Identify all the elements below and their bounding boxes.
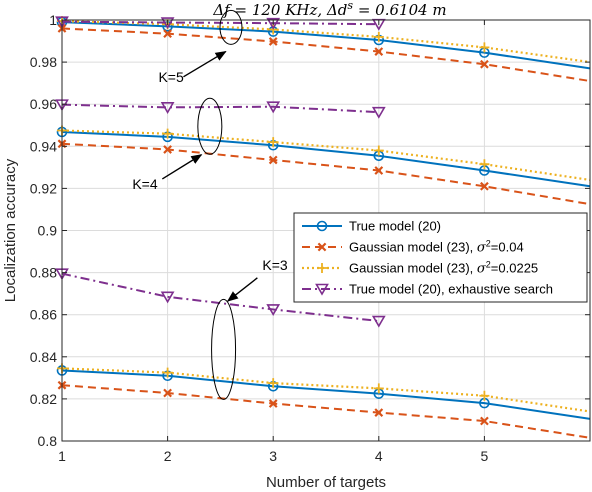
y-tick-label: 0.94	[30, 138, 57, 154]
annotation-arrow	[226, 277, 258, 302]
data-point	[268, 137, 279, 148]
data-point	[55, 16, 69, 29]
data-point	[268, 155, 278, 165]
y-tick-label: 0.9	[38, 223, 58, 239]
annotation: K=5	[158, 9, 243, 85]
data-point	[479, 42, 490, 53]
annotation: K=3	[211, 257, 288, 400]
x-tick-label: 4	[375, 448, 383, 464]
annotation-arrow	[161, 154, 203, 180]
data-point	[317, 242, 327, 252]
data-point	[160, 291, 175, 304]
series-line	[61, 272, 379, 323]
data-point	[163, 145, 172, 154]
series-line	[61, 21, 591, 70]
data-point	[371, 106, 386, 119]
x-tick-label: 5	[481, 448, 489, 464]
series-line	[61, 142, 591, 206]
legend-label: Gaussian model (23), σ2=0.04	[349, 239, 524, 256]
y-tick-label: 1	[49, 12, 57, 28]
annotation: K=4	[132, 97, 223, 192]
annotation-label: K=4	[132, 176, 158, 192]
data-point	[162, 128, 173, 139]
data-point	[373, 145, 384, 156]
annotation-ellipse	[197, 97, 223, 155]
data-point	[317, 263, 327, 273]
legend-label: True model (20)	[349, 219, 441, 234]
data-point	[479, 159, 490, 170]
axis-ticks: 1 2 3 4 5 0.8 0.82 0.84 0.86 0.88 0.9 0.92 0.94 0.96 0…	[30, 12, 590, 464]
data-point	[371, 315, 386, 328]
y-axis-label: Localization accuracy	[2, 158, 19, 302]
chart-title: Δf = 120 KHz, Δds = 0.6104 m	[212, 0, 446, 19]
legend-entry: True model (20)	[302, 219, 441, 234]
series-lines	[55, 16, 591, 439]
legend-label: Gaussian model (23), σ2=0.0225	[349, 260, 538, 277]
annotation-label: K=3	[262, 257, 288, 273]
series-line	[61, 369, 591, 420]
data-point	[374, 47, 384, 56]
series-line	[61, 367, 591, 413]
data-point	[266, 304, 281, 317]
x-tick-label: 2	[164, 448, 172, 464]
annotations: K=5 K=4 K=3	[132, 9, 288, 400]
legend-label: True model (20), exhaustive search	[349, 282, 553, 297]
data-point	[374, 166, 384, 175]
data-point	[316, 220, 328, 232]
data-point	[315, 283, 329, 296]
data-point	[160, 17, 175, 30]
data-point	[480, 416, 489, 426]
data-point	[373, 383, 384, 394]
data-point	[268, 378, 279, 389]
y-tick-label: 0.82	[30, 391, 57, 407]
data-point	[480, 59, 489, 69]
legend-entry: Gaussian model (23), σ2=0.04	[302, 239, 524, 256]
y-tick-label: 0.92	[30, 180, 57, 196]
x-axis-label: Number of targets	[266, 474, 386, 491]
series-line	[61, 27, 591, 83]
data-point	[374, 408, 384, 417]
y-tick-label: 0.98	[30, 54, 57, 70]
data-point	[163, 388, 172, 398]
annotation-ellipse	[219, 9, 243, 45]
annotation-ellipse	[211, 298, 237, 400]
series-line	[61, 129, 591, 182]
data-point	[373, 31, 384, 42]
data-point	[266, 101, 281, 114]
legend-entry: Gaussian model (23), σ2=0.0225	[302, 260, 538, 277]
annotation-arrow	[183, 50, 227, 78]
x-tick-label: 3	[269, 448, 277, 464]
legend: True model (20) Gaussian model (23), σ2=0…	[293, 212, 588, 303]
data-point	[268, 399, 278, 408]
x-tick-label: 1	[58, 448, 66, 464]
y-tick-label: 0.84	[30, 349, 57, 365]
data-point	[266, 17, 281, 30]
y-tick-label: 0.8	[38, 433, 58, 449]
y-tick-label: 0.86	[30, 307, 57, 323]
y-tick-label: 0.96	[30, 96, 57, 112]
series-line	[61, 103, 379, 114]
data-point	[162, 367, 173, 378]
data-point	[160, 102, 175, 114]
series-line	[61, 384, 591, 439]
data-point	[479, 390, 490, 401]
data-point	[480, 181, 489, 191]
series	[57, 380, 591, 439]
series-line	[61, 19, 591, 64]
series-line	[61, 130, 591, 188]
legend-entry: True model (20), exhaustive search	[302, 282, 553, 297]
y-tick-label: 0.88	[30, 265, 57, 281]
annotation-label: K=5	[158, 69, 184, 85]
legend-box	[293, 212, 588, 303]
data-point	[163, 29, 172, 39]
data-point	[268, 37, 278, 46]
